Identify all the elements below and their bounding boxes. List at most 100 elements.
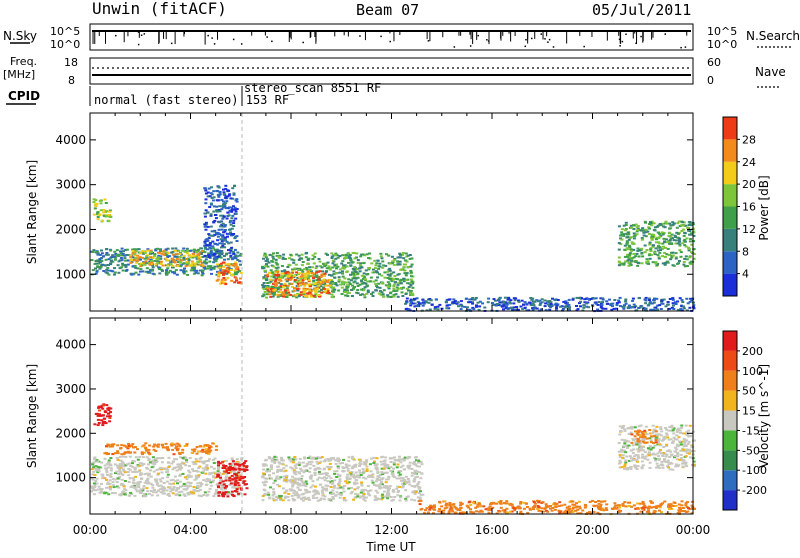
velocity-echo-cell (244, 493, 247, 495)
velocity-echo-cell (157, 489, 160, 491)
power-echo-cell (235, 280, 238, 282)
power-echo-cell (399, 261, 402, 263)
power-echo-cell (281, 293, 284, 295)
power-echo-cell (105, 254, 108, 256)
power-echo-cell (135, 272, 138, 274)
power-echo-cell (633, 256, 636, 258)
power-echo-cell (272, 252, 275, 254)
velocity-echo-cell (280, 457, 283, 459)
power-echo-cell (160, 263, 163, 265)
velocity-echo-cell (196, 482, 199, 484)
power-echo-cell (575, 305, 578, 307)
velocity-echo-cell (244, 468, 247, 470)
power-echo-cell (465, 298, 468, 300)
power-echo-cell (235, 211, 238, 213)
velocity-echo-cell (328, 475, 331, 477)
power-echo-cell (285, 296, 288, 298)
power-echo-cell (212, 199, 215, 201)
power-echo-cell (210, 203, 213, 205)
power-echo-cell (445, 307, 448, 309)
power-echo-cell (688, 307, 691, 309)
noise-search-point (380, 36, 382, 38)
velocity-echo-cell (618, 511, 621, 513)
velocity-echo-cell (121, 479, 124, 481)
power-echo-cell (366, 285, 369, 287)
velocity-echo-cell (152, 446, 155, 448)
velocity-echo-cell (340, 494, 343, 496)
power-echo-cell (288, 264, 291, 266)
cpid-strip: CPID normal (fast stereo) 153 RF stereo_… (6, 81, 381, 107)
velocity-echo-cell (162, 486, 165, 488)
velocity-echo-cell (264, 459, 267, 461)
velocity-echo-cell (532, 508, 535, 510)
power-echo-cell (678, 260, 681, 262)
velocity-echo-cell (328, 467, 331, 469)
power-echo-cell (266, 258, 269, 260)
power-echo-cell (680, 251, 683, 253)
velocity-echo-cell (623, 501, 626, 503)
power-echo-cell (393, 275, 396, 277)
velocity-echo-cell (134, 476, 137, 478)
velocity-echo-cell (481, 511, 484, 513)
velocity-echo-cell (337, 483, 340, 485)
power-echo-cell (105, 259, 108, 261)
velocity-echo-cell (291, 482, 294, 484)
power-echo-cell (345, 282, 348, 284)
power-echo-cell (317, 271, 320, 273)
power-echo-cell (293, 287, 296, 289)
velocity-echo-cell (379, 484, 382, 486)
power-echo-cell (683, 235, 686, 237)
velocity-echo-cell (618, 506, 621, 508)
power-echo-cell (279, 289, 282, 291)
power-echo-cell (628, 254, 631, 256)
power-echo-cell (222, 277, 225, 279)
power-echo-cell (334, 258, 337, 260)
velocity-echo-cell (359, 463, 362, 465)
velocity-echo-cell (374, 497, 377, 499)
velocity-echo-cell (211, 442, 214, 444)
velocity-echo-cell (212, 495, 215, 497)
power-echo-cell (99, 266, 102, 268)
power-echo-cell (106, 267, 109, 269)
velocity-echo-cell (121, 483, 124, 485)
power-echo-cell (217, 236, 220, 238)
velocity-echo-cell (370, 458, 373, 460)
velocity-echo-cell (343, 491, 346, 493)
velocity-echo-cell (275, 496, 278, 498)
velocity-echo-cell (461, 503, 464, 505)
power-echo-cell (211, 245, 214, 247)
power-echo-cell (231, 228, 234, 230)
velocity-echo-cell (302, 462, 305, 464)
power-echo-cell (304, 295, 307, 297)
power-echo-cell (349, 264, 352, 266)
date-label: 05/Jul/2011 (592, 1, 691, 19)
power-echo-cell (679, 297, 682, 299)
velocity-echo-cell (174, 476, 177, 478)
velocity-echo-cell (94, 485, 97, 487)
velocity-echo-cell (117, 459, 120, 461)
velocity-echo-cell (278, 478, 281, 480)
power-echo-cell (221, 252, 224, 254)
power-echo-cell (308, 266, 311, 268)
power-echo-cell (186, 274, 189, 276)
power-echo-cell (198, 256, 201, 258)
noise-tick-bottom-right: 10^0 (707, 38, 737, 51)
power-echo-cell (105, 248, 108, 250)
velocity-echo-cell (125, 445, 128, 447)
velocity-echo-cell (122, 468, 125, 470)
velocity-echo-cell (467, 507, 470, 509)
velocity-echo-cell (113, 486, 116, 488)
power-echo-cell (225, 263, 228, 265)
velocity-echo-cell (356, 474, 359, 476)
power-echo-cell (100, 209, 103, 211)
power-echo-cell (97, 218, 100, 220)
power-echo-cell (166, 273, 169, 275)
velocity-echo-cell (278, 496, 281, 498)
velocity-echo-cell (643, 505, 646, 507)
velocity-echo-cell (105, 471, 108, 473)
velocity-echo-cell (223, 484, 226, 486)
power-echo-cell (397, 296, 400, 298)
velocity-echo-cell (335, 476, 338, 478)
velocity-echo-cell (90, 486, 93, 488)
power-echo-cell (339, 268, 342, 270)
